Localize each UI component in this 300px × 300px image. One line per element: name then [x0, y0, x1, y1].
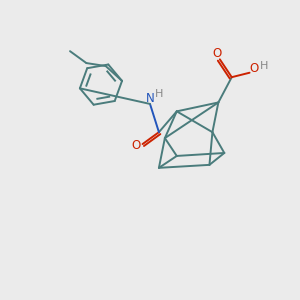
Text: O: O: [131, 139, 141, 152]
Text: H: H: [155, 89, 164, 99]
Text: N: N: [146, 92, 154, 105]
Text: H: H: [260, 61, 268, 71]
Text: O: O: [249, 62, 259, 75]
Text: O: O: [213, 47, 222, 61]
